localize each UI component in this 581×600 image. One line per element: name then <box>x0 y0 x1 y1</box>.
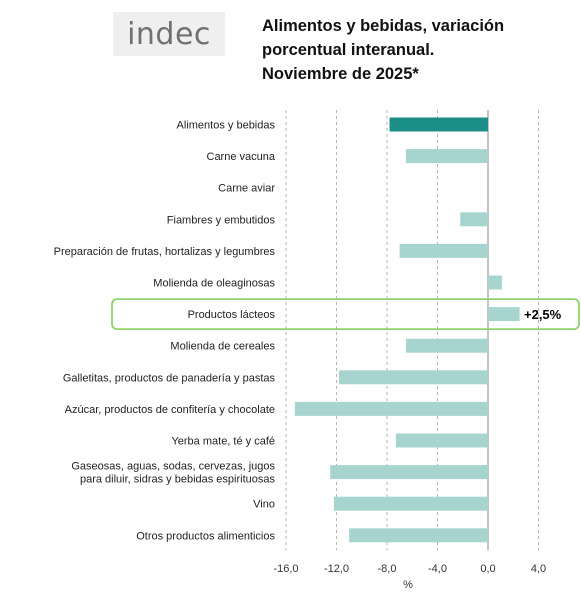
category-label: Gaseosas, aguas, sodas, cervezas, jugos p… <box>71 461 275 486</box>
x-tick-label: -8,0 <box>378 563 397 575</box>
highlight-value-label: +2,5% <box>524 307 562 322</box>
category-label: Azúcar, productos de confitería y chocol… <box>65 404 275 416</box>
x-axis-label: % <box>403 579 413 591</box>
logo-text: indec <box>127 16 211 52</box>
x-tick-label: 4,0 <box>531 563 546 575</box>
bar-10 <box>395 433 488 448</box>
title-line-3: Noviembre de 2025* <box>262 65 419 83</box>
indec-logo: indec <box>113 12 225 56</box>
x-tick-label: -16,0 <box>273 563 298 575</box>
category-label: Carne aviar <box>218 183 275 195</box>
bar-1 <box>405 149 488 164</box>
category-label: Alimentos y bebidas <box>177 120 276 132</box>
chart-title: Alimentos y bebidas, variación porcentua… <box>262 14 572 86</box>
title-line-1: Alimentos y bebidas, variación <box>262 17 505 35</box>
bar-8 <box>339 370 488 385</box>
bar-12 <box>333 496 488 511</box>
category-label: Molienda de cereales <box>170 341 275 353</box>
category-label: Otros productos alimenticios <box>136 530 275 542</box>
bar-6 <box>488 307 520 322</box>
bar-9 <box>294 401 488 416</box>
bar-13 <box>349 528 488 543</box>
bar-4 <box>399 243 488 258</box>
category-label: Productos lácteos <box>188 309 276 321</box>
bar-5 <box>488 275 502 290</box>
bar-11 <box>330 465 488 480</box>
category-label: Molienda de oleaginosas <box>153 278 275 290</box>
category-label: Yerba mate, té y café <box>171 436 275 448</box>
category-label: Fiambres y embutidos <box>167 214 276 226</box>
bar-0 <box>389 117 488 132</box>
x-tick-label: -12,0 <box>324 563 349 575</box>
category-label: Galletitas, productos de panadería y pas… <box>63 372 276 384</box>
category-label: Carne vacuna <box>207 151 276 163</box>
x-tick-label: 0,0 <box>480 563 495 575</box>
category-label: Preparación de frutas, hortalizas y legu… <box>54 246 276 258</box>
highlight-box <box>111 298 580 331</box>
title-line-2: porcentual interanual. <box>262 41 435 59</box>
bar-3 <box>460 212 488 227</box>
x-tick-label: -4,0 <box>428 563 447 575</box>
category-label: Vino <box>253 499 275 511</box>
bar-7 <box>405 338 488 353</box>
